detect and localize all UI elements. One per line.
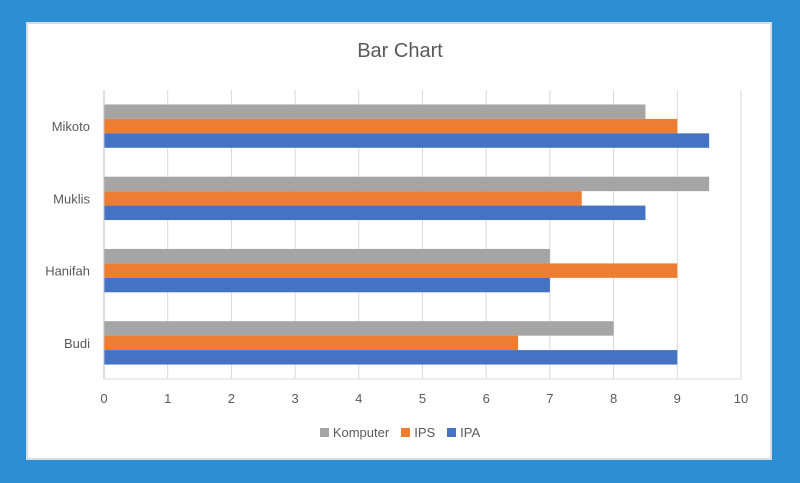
legend-item-komputer: Komputer [319,425,390,440]
legend-label: IPA [460,425,481,440]
bar-ips-budi [104,335,519,351]
chart-title: Bar Chart [357,40,443,62]
category-label: Mikoto [52,119,90,134]
x-tick-label: 6 [483,391,490,406]
bar-komputer-budi [104,321,614,336]
category-label: Budi [64,336,90,351]
category-label: Muklis [53,191,90,206]
legend-item-ips: IPS [401,425,435,440]
bar-ipa-mikoto [104,133,710,148]
legend-label: Komputer [332,425,390,440]
bar-komputer-muklis [104,176,710,192]
x-tick-label: 3 [291,391,298,406]
legend-item-ipa: IPA [447,425,480,440]
x-tick-label: 2 [228,391,235,406]
x-tick-label: 1 [164,391,171,406]
bar-ipa-muklis [104,205,646,221]
bar-ips-muklis [104,191,582,206]
chart-panel [26,22,772,460]
x-tick-label: 9 [674,391,681,406]
bar-ipa-budi [104,350,678,365]
chart-legend: Komputer IPS IPA [0,425,800,440]
legend-swatch [401,428,411,437]
bar-ips-hanifah [104,263,678,278]
x-tick-label: 10 [734,391,748,406]
bar-ipa-hanifah [104,277,550,293]
x-tick-label: 0 [100,391,107,406]
category-label: Hanifah [45,264,90,279]
x-tick-label: 5 [419,391,426,406]
x-tick-label: 4 [355,391,362,406]
legend-swatch [447,428,457,437]
legend-label: IPS [414,425,436,440]
bar-komputer-mikoto [104,104,646,119]
bar-komputer-hanifah [104,248,550,264]
legend-swatch [319,428,329,437]
x-tick-label: 7 [546,391,553,406]
x-tick-label: 8 [610,391,617,406]
bar-ips-mikoto [104,118,678,134]
